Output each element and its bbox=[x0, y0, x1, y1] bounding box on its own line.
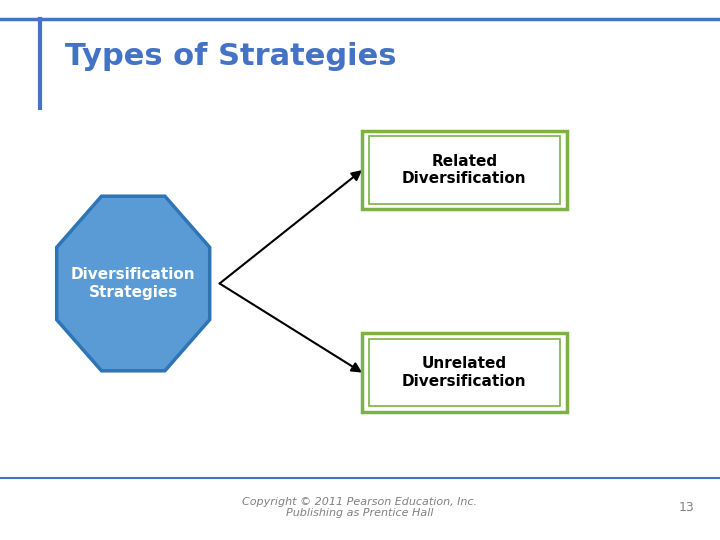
FancyBboxPatch shape bbox=[369, 339, 560, 406]
FancyBboxPatch shape bbox=[362, 333, 567, 411]
Text: Unrelated
Diversification: Unrelated Diversification bbox=[402, 356, 527, 389]
Text: Diversification
Strategies: Diversification Strategies bbox=[71, 267, 196, 300]
Text: Copyright © 2011 Pearson Education, Inc.
Publishing as Prentice Hall: Copyright © 2011 Pearson Education, Inc.… bbox=[243, 497, 477, 518]
Text: 13: 13 bbox=[679, 501, 695, 514]
Text: Types of Strategies: Types of Strategies bbox=[65, 42, 396, 71]
Text: Related
Diversification: Related Diversification bbox=[402, 154, 527, 186]
FancyBboxPatch shape bbox=[369, 136, 560, 204]
Polygon shape bbox=[57, 196, 210, 371]
FancyBboxPatch shape bbox=[362, 131, 567, 209]
